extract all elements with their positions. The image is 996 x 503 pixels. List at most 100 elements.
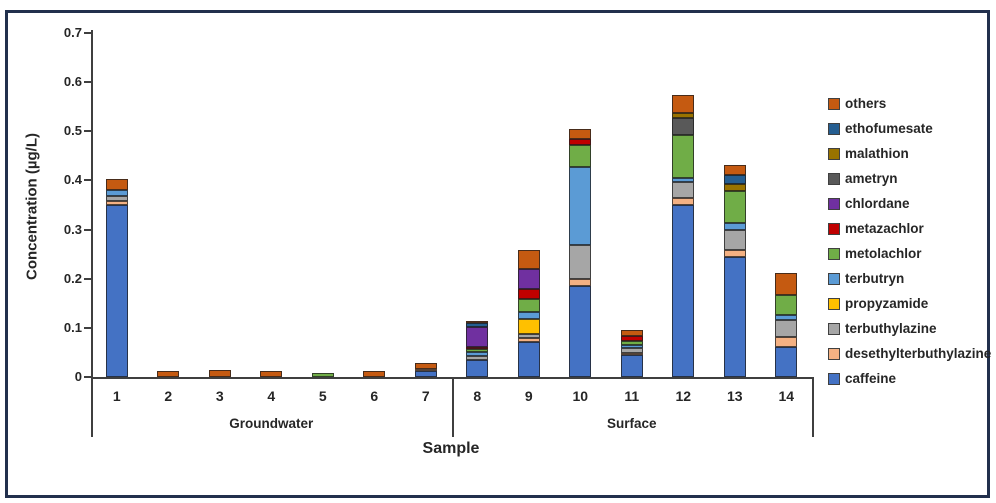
x-category-label: 3 xyxy=(215,388,224,404)
bar-segment-caffeine xyxy=(466,359,489,377)
bar-segment-terbuthylazine xyxy=(105,196,128,202)
legend-label: terbutryn xyxy=(845,271,905,286)
legend-swatch-metolachlor xyxy=(828,247,840,260)
group-separator xyxy=(91,377,93,437)
bar-segment-others xyxy=(157,370,180,377)
bar-segment-terbutryn xyxy=(517,311,540,319)
bar-segment-terbuthylazine xyxy=(723,230,746,250)
legend-label: metazachlor xyxy=(845,221,924,236)
legend-swatch-terbuthylazine xyxy=(828,322,840,335)
x-category-label: 10 xyxy=(572,388,589,404)
bar-segment-terbutryn xyxy=(105,190,128,197)
legend-item-others: others xyxy=(828,96,886,111)
bar-segment-desethylterbuthylazine xyxy=(620,353,643,356)
legend-label: propyzamide xyxy=(845,296,929,311)
legend-item-chlordane: chlordane xyxy=(828,196,910,211)
bar-segment-caffeine xyxy=(672,205,695,377)
y-tick-mark xyxy=(84,130,91,133)
legend-item-malathion: malathion xyxy=(828,146,909,161)
y-tick-mark xyxy=(84,179,91,182)
bar-segment-terbutryn xyxy=(466,351,489,356)
y-tick-mark xyxy=(84,326,91,329)
x-category-label: 14 xyxy=(778,388,795,404)
bar-segment-others xyxy=(517,250,540,269)
bar-segment-metolachlor xyxy=(569,144,592,167)
legend-item-terbutryn: terbutryn xyxy=(828,271,904,286)
legend-item-caffeine: caffeine xyxy=(828,371,896,386)
bar-segment-desethylterbuthylazine xyxy=(569,278,592,287)
bar-segment-terbutryn xyxy=(775,314,798,321)
bar-segment-metolachlor xyxy=(775,294,798,315)
x-category-label: 4 xyxy=(267,388,276,404)
x-axis-title: Sample xyxy=(422,440,480,457)
legend-swatch-others xyxy=(828,97,840,110)
legend-item-ametryn: ametryn xyxy=(828,171,898,186)
legend-label: ethofumesate xyxy=(845,121,933,136)
bar-segment-others xyxy=(208,369,231,377)
bar-segment-metolachlor xyxy=(466,348,489,352)
y-tick-label: 0.6 xyxy=(63,74,82,90)
bar-segment-terbutryn xyxy=(569,166,592,246)
bar-segment-terbuthylazine xyxy=(517,333,540,338)
legend-swatch-terbutryn xyxy=(828,272,840,285)
x-category-label: 12 xyxy=(675,388,692,404)
bar-segment-desethylterbuthylazine xyxy=(414,369,437,372)
bar-segment-caffeine xyxy=(414,370,437,377)
y-tick-label: 0.5 xyxy=(63,123,82,139)
bar-segment-others xyxy=(260,370,283,377)
legend-item-ethofumesate: ethofumesate xyxy=(828,121,933,136)
bar-segment-others xyxy=(723,165,746,175)
bar-segment-metolachlor xyxy=(723,191,746,224)
legend-label: chlordane xyxy=(845,196,910,211)
bar-segment-others xyxy=(363,371,386,377)
bar-segment-terbuthylazine xyxy=(775,320,798,338)
bar-segment-desethylterbuthylazine xyxy=(517,337,540,342)
bar-segment-others xyxy=(775,272,798,295)
bar-segment-terbuthylazine xyxy=(620,348,643,354)
bar-segment-terbuthylazine xyxy=(569,245,592,279)
bar-segment-terbuthylazine xyxy=(672,182,695,199)
x-category-label: 8 xyxy=(473,388,482,404)
bar-segment-caffeine xyxy=(775,346,798,377)
y-tick-mark xyxy=(84,277,91,280)
figure-border xyxy=(5,10,990,498)
bar-segment-caffeine xyxy=(105,205,128,377)
y-tick-label: 0.3 xyxy=(63,221,82,237)
x-category-label: 2 xyxy=(164,388,173,404)
bar-segment-malathion xyxy=(723,183,746,192)
bar-segment-caffeine xyxy=(569,286,592,377)
legend-label: malathion xyxy=(845,146,909,161)
bar-segment-desethylterbuthylazine xyxy=(672,198,695,205)
y-tick-mark xyxy=(84,376,91,378)
legend-swatch-malathion xyxy=(828,147,840,160)
bar-segment-ametryn xyxy=(672,117,695,136)
bar-segment-malathion xyxy=(672,112,695,118)
bar-segment-terbutryn xyxy=(672,178,695,183)
bar-segment-ethofumesate xyxy=(723,174,746,184)
x-category-label: 13 xyxy=(726,388,743,404)
y-tick-label: 0.4 xyxy=(63,172,82,188)
legend-swatch-propyzamide xyxy=(828,297,840,310)
bar-segment-metolachlor xyxy=(672,135,695,179)
legend-item-metolachlor: metolachlor xyxy=(828,246,922,261)
bar-segment-others xyxy=(414,363,437,370)
bar-segment-terbuthylazine xyxy=(466,355,489,360)
bar-segment-metolachlor xyxy=(311,373,334,377)
bar-segment-chlordane xyxy=(517,268,540,289)
bar-segment-metolachlor xyxy=(620,340,643,346)
legend-swatch-chlordane xyxy=(828,197,840,210)
bar-segment-desethylterbuthylazine xyxy=(105,201,128,205)
x-category-label: 1 xyxy=(112,388,121,404)
legend-label: caffeine xyxy=(845,371,897,386)
bar-segment-desethylterbuthylazine xyxy=(723,249,746,257)
bar-segment-metazachlor xyxy=(466,346,489,349)
bar-segment-ethofumesate xyxy=(466,323,489,327)
legend-swatch-ametryn xyxy=(828,172,840,185)
x-group-label: Groundwater xyxy=(229,416,314,431)
legend-label: ametryn xyxy=(845,171,898,186)
legend-item-propyzamide: propyzamide xyxy=(828,296,928,311)
x-axis-line xyxy=(91,377,814,379)
x-group-label: Surface xyxy=(606,416,657,431)
legend-swatch-caffeine xyxy=(828,372,840,385)
